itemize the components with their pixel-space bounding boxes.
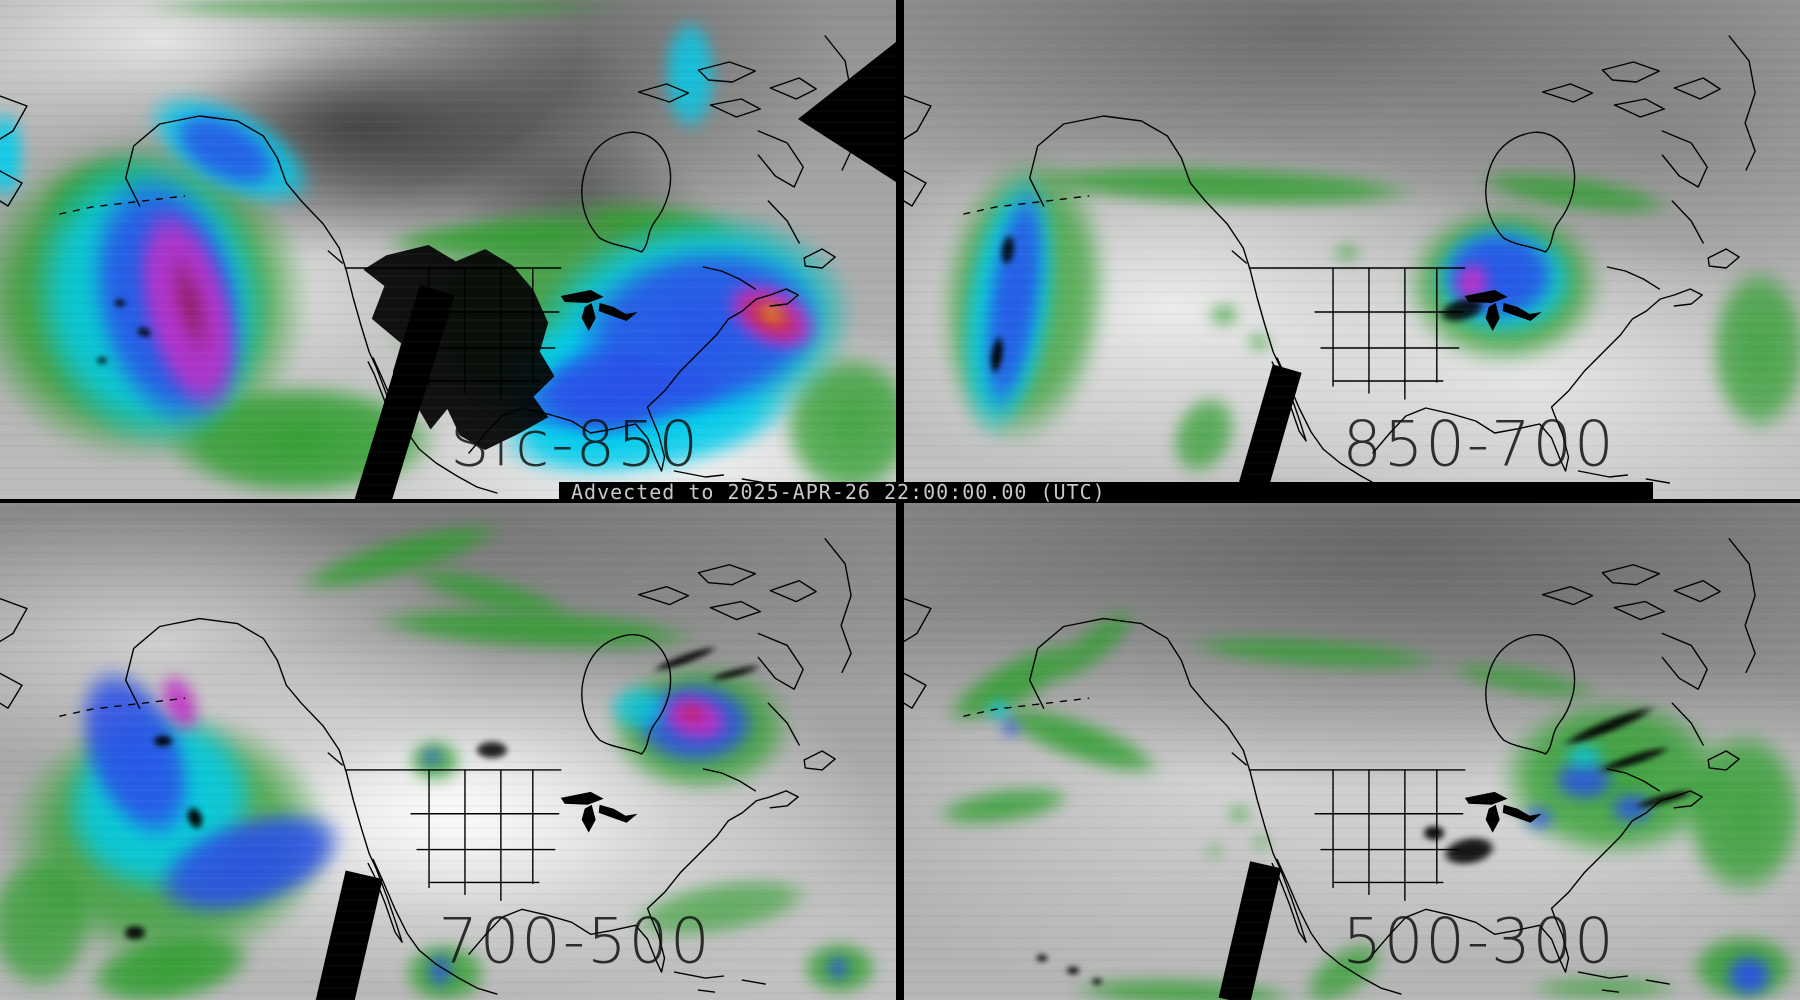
- panel-500-300: 500-300: [904, 503, 1800, 1000]
- panel-700-500: 700-500: [0, 503, 896, 1000]
- panel-label-sfc-850: Sfc-850: [450, 407, 700, 481]
- panel-label-500-300: 500-300: [1342, 904, 1616, 978]
- island-landmass: [1064, 965, 1082, 976]
- island-landmass: [1034, 953, 1050, 963]
- island-landmass: [95, 356, 109, 365]
- moisture-plume: [1329, 240, 1365, 266]
- moisture-plume: [999, 718, 1023, 738]
- panel-label-700-500: 700-500: [438, 904, 712, 978]
- moisture-plume: [1719, 948, 1779, 1000]
- great-lakes-dark-region: [1419, 823, 1449, 843]
- moisture-plume: [60, 0, 700, 22]
- great-lakes-dark-region: [470, 738, 514, 762]
- moisture-plume: [1249, 833, 1273, 851]
- island-landmass: [1090, 977, 1104, 986]
- island-landmass: [150, 733, 176, 749]
- panel-label-850-700: 850-700: [1342, 407, 1616, 481]
- moisture-plume: [1244, 330, 1274, 354]
- moisture-plume: [655, 0, 725, 150]
- island-landmass: [112, 298, 128, 308]
- moisture-plume: [1224, 803, 1254, 825]
- moisture-plume: [1519, 803, 1559, 833]
- advection-time-banner: Advected to 2025-APR-26 22:00:00.00 (UTC…: [559, 482, 1653, 503]
- panel-sfc-850: Sfc-850: [0, 0, 896, 499]
- moisture-plume: [825, 953, 851, 983]
- moisture-plume: [1204, 843, 1224, 859]
- panel-850-700: 850-700: [904, 0, 1800, 499]
- moisture-plume: [1204, 300, 1244, 330]
- moisture-plume: [420, 747, 444, 767]
